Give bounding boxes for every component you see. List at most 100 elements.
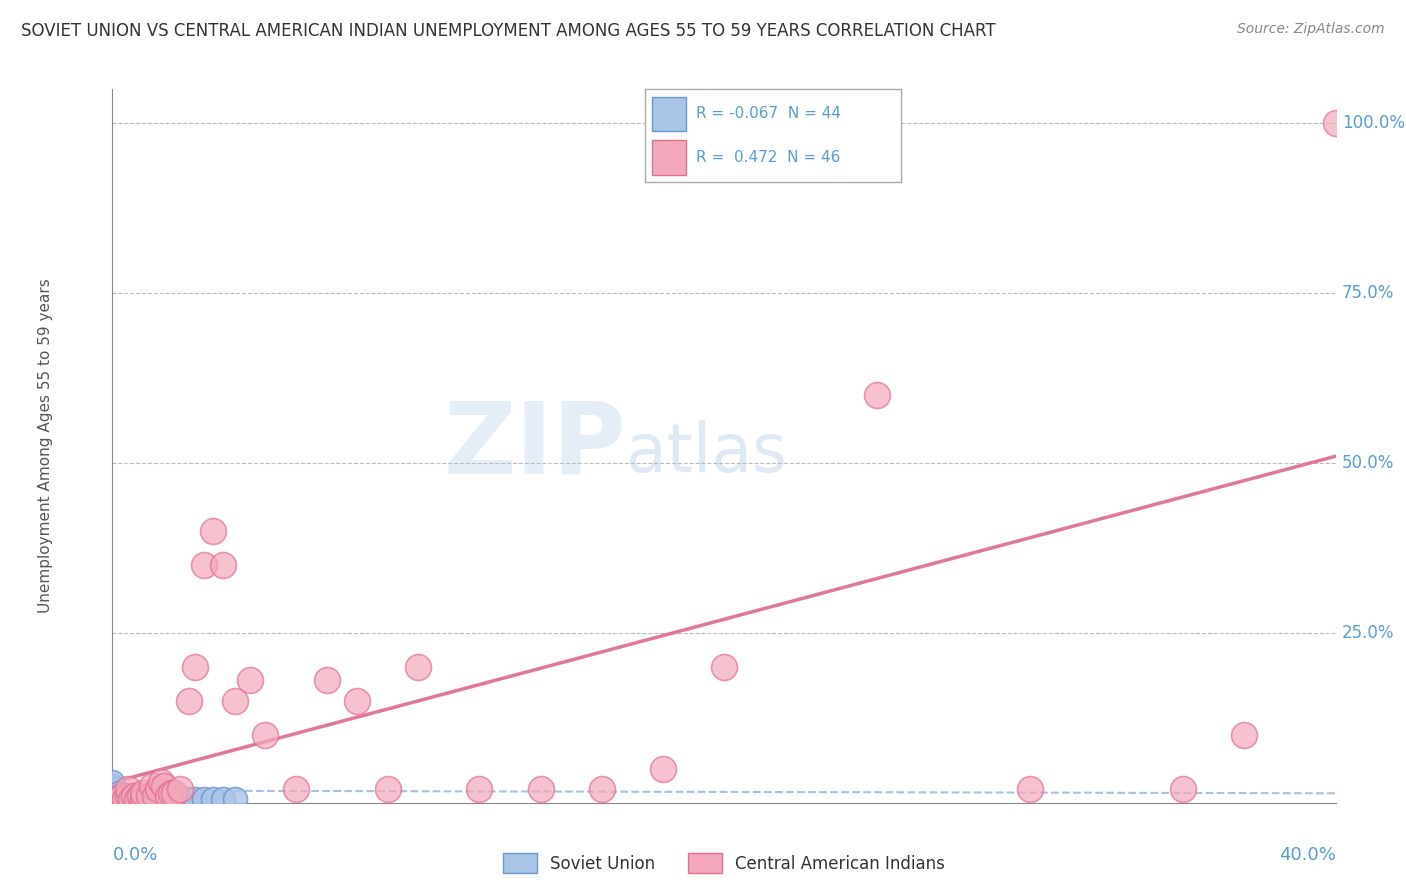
Point (150, 775, 173, 789)
Point (239, 673, 262, 688)
Point (117, 782, 139, 797)
Point (184, 792, 207, 806)
FancyBboxPatch shape (652, 96, 686, 131)
Point (166, 792, 188, 806)
Point (177, 792, 200, 806)
Point (138, 792, 160, 806)
Point (114, 789, 136, 803)
Text: R =  0.472  N = 46: R = 0.472 N = 46 (696, 150, 841, 165)
Point (254, 728, 277, 742)
Point (143, 792, 166, 806)
Point (159, 786, 181, 800)
Point (468, 782, 491, 797)
Point (202, 792, 225, 806)
Point (138, 789, 160, 803)
Point (156, 792, 179, 806)
Text: 100.0%: 100.0% (1341, 114, 1405, 132)
Point (101, 775, 124, 789)
Point (202, 524, 225, 538)
Point (141, 792, 163, 806)
Point (132, 792, 155, 806)
Point (148, 782, 170, 797)
Point (177, 694, 200, 708)
Point (713, 660, 735, 674)
Point (224, 694, 246, 708)
Point (107, 792, 129, 806)
Point (211, 558, 233, 572)
Point (163, 792, 186, 806)
Point (159, 792, 181, 806)
Point (284, 782, 308, 797)
Point (224, 792, 246, 806)
FancyBboxPatch shape (652, 140, 686, 175)
Point (111, 789, 134, 803)
Text: Source: ZipAtlas.com: Source: ZipAtlas.com (1237, 22, 1385, 37)
Point (125, 792, 148, 806)
Point (111, 789, 134, 803)
Point (117, 789, 139, 803)
Point (591, 782, 613, 797)
Point (132, 786, 155, 800)
Point (150, 792, 173, 806)
Point (169, 782, 191, 797)
Text: 25.0%: 25.0% (1341, 624, 1395, 642)
Legend: Soviet Union, Central American Indians: Soviet Union, Central American Indians (496, 847, 952, 880)
Point (193, 792, 215, 806)
Text: ZIP: ZIP (443, 398, 626, 494)
Point (101, 792, 124, 806)
Point (117, 792, 139, 806)
Point (122, 792, 145, 806)
Point (132, 790, 155, 805)
Point (163, 786, 186, 800)
Point (143, 789, 166, 803)
Text: 40.0%: 40.0% (1279, 846, 1336, 863)
Point (135, 792, 157, 806)
Text: R = -0.067  N = 44: R = -0.067 N = 44 (696, 106, 841, 121)
Point (111, 792, 134, 806)
Point (408, 660, 430, 674)
Text: 75.0%: 75.0% (1341, 284, 1395, 302)
Point (153, 779, 176, 793)
Point (132, 792, 155, 806)
Text: atlas: atlas (626, 420, 787, 486)
Point (114, 792, 136, 806)
Point (129, 792, 152, 806)
Text: 0.0%: 0.0% (112, 846, 157, 863)
Point (107, 786, 129, 800)
Point (184, 660, 207, 674)
Point (153, 792, 176, 806)
Point (117, 789, 139, 803)
Point (129, 789, 152, 803)
Point (122, 790, 145, 805)
Point (530, 782, 553, 797)
Point (1171, 782, 1194, 797)
Point (120, 789, 142, 803)
Point (141, 779, 163, 793)
Point (1233, 728, 1256, 742)
Point (156, 789, 179, 803)
Point (172, 792, 194, 806)
Point (346, 694, 368, 708)
Point (122, 789, 145, 803)
Point (169, 792, 191, 806)
Point (377, 782, 399, 797)
Text: Unemployment Among Ages 55 to 59 years: Unemployment Among Ages 55 to 59 years (38, 278, 52, 614)
Point (120, 792, 142, 806)
Point (1018, 782, 1040, 797)
Point (107, 792, 129, 806)
Point (101, 789, 124, 803)
Point (125, 792, 148, 806)
Point (652, 762, 675, 776)
Point (315, 673, 337, 688)
Point (120, 792, 142, 806)
Text: 50.0%: 50.0% (1341, 454, 1395, 472)
Point (125, 790, 148, 805)
Point (101, 792, 124, 806)
Point (101, 782, 124, 797)
Point (129, 790, 152, 805)
Point (101, 779, 124, 793)
Point (148, 792, 170, 806)
Point (866, 388, 889, 402)
Text: SOVIET UNION VS CENTRAL AMERICAN INDIAN UNEMPLOYMENT AMONG AGES 55 TO 59 YEARS C: SOVIET UNION VS CENTRAL AMERICAN INDIAN … (21, 22, 995, 40)
Point (101, 786, 124, 800)
